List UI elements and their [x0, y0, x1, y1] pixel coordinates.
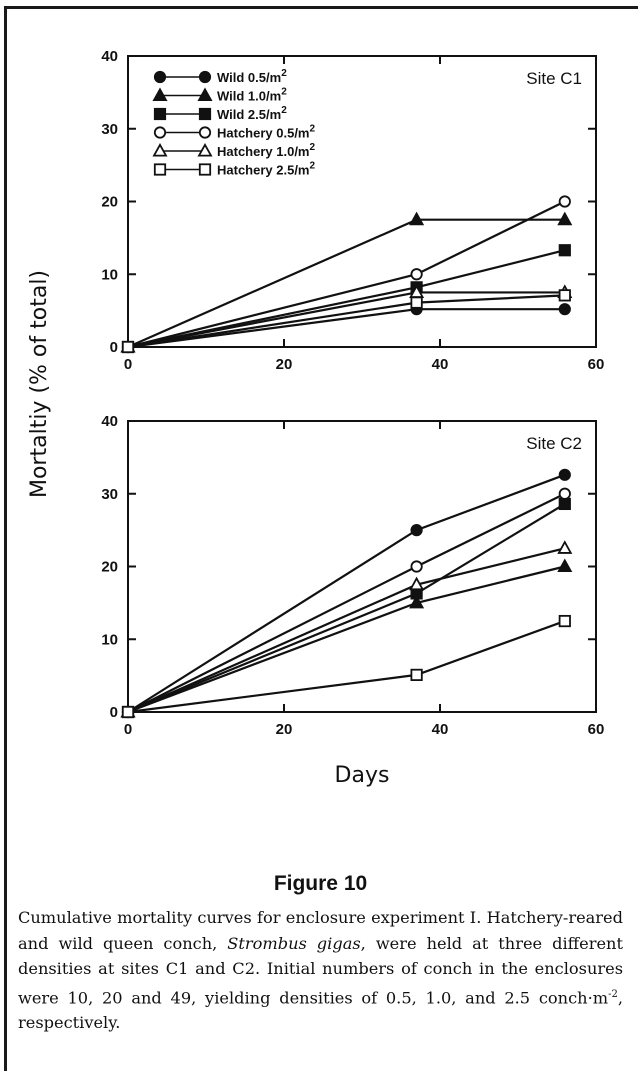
chart2-xtick-label: 60 [588, 721, 605, 738]
legend-marker-end [197, 142, 213, 157]
legend-entry-label: Hatchery 2.5/m2 [217, 161, 316, 178]
chart2-ytick-label: 0 [110, 704, 118, 721]
chart2-series2-point [409, 594, 425, 609]
legend-marker-start [152, 142, 168, 157]
caption-run-1: Strombus gigas [227, 933, 361, 953]
chart1-series6-point [558, 289, 571, 302]
chart2-ytick-label: 40 [101, 413, 118, 430]
legend-marker-start [153, 126, 167, 139]
chart2-panel: 0 10 20 30 40 0 20 40 60 Site C2 [101, 413, 604, 738]
chart1-series4-point [410, 268, 423, 281]
chart2-series6-point [410, 668, 423, 681]
legend-marker-end [198, 126, 212, 139]
chart1-panel: 0 10 20 30 40 0 20 40 60 Site C1 Wild 0.5/m2 Wild 1… [101, 48, 604, 373]
caption-run-4: , respectively. [18, 987, 623, 1033]
chart2-series3-point [558, 497, 571, 511]
legend-marker-start [152, 87, 168, 101]
legend-marker-start [153, 163, 167, 176]
x-axis-title: Days [335, 763, 390, 788]
figure-frame [4, 6, 638, 1071]
chart2-series6-point [121, 705, 135, 719]
chart2-series6-point [558, 614, 571, 628]
chart2-series5-point [557, 540, 573, 554]
legend-marker-start [153, 70, 167, 84]
chart2-ytick-label: 10 [101, 631, 118, 648]
legend-marker-end [198, 70, 212, 84]
chart1-series6-point [121, 340, 135, 354]
chart2-xtick-label: 20 [276, 721, 293, 738]
legend-entry-label: Wild 0.5/m2 [217, 68, 287, 85]
chart1-ytick-label: 10 [101, 266, 118, 283]
chart2-series5-point [409, 576, 425, 591]
figure-title: Figure 10 [273, 872, 368, 895]
chart2-series-line-2 [127, 565, 566, 714]
chart1-series6-point [410, 296, 423, 309]
chart2-series1-point [558, 468, 571, 481]
chart1-series2-point [409, 211, 425, 226]
legend-marker-end [198, 163, 212, 176]
chart2-series4-point [558, 487, 571, 500]
chart2-site-annotation: Site C2 [526, 434, 582, 453]
chart1-series-line-2 [127, 218, 565, 349]
figure-canvas: 0 10 20 30 40 0 20 40 60 Site C1 Wild 0.5/m2 Wild 1… [27, 48, 604, 788]
legend-marker-end [198, 107, 212, 121]
chart1-series3-point [558, 244, 571, 257]
y-axis-title: Mortaltiy (% of total) [27, 270, 52, 498]
chart2-ytick-label: 30 [101, 486, 118, 503]
legend-entry-label: Wild 2.5/m2 [217, 105, 287, 122]
chart1-series4-point [558, 195, 571, 208]
chart1-ytick-label: 40 [101, 48, 118, 65]
chart1-xtick-label: 20 [276, 356, 293, 373]
chart1-site-annotation: Site C1 [526, 69, 582, 88]
chart2-ytick-label: 20 [101, 559, 118, 576]
figure-caption: Cumulative mortality curves for enclosur… [18, 905, 623, 1036]
chart1-series2-point [557, 211, 573, 226]
chart1-xtick-label: 0 [124, 356, 132, 373]
legend-entry-label: Hatchery 1.0/m2 [217, 142, 316, 159]
legend-marker-end [197, 87, 213, 101]
chart1-xtick-label: 40 [432, 356, 449, 373]
chart2-xtick-label: 40 [432, 721, 449, 738]
chart1-series1-point [558, 303, 571, 316]
chart2-series-line-4 [127, 492, 566, 713]
chart2-series2-point [557, 558, 573, 572]
caption-run-3: -2 [608, 988, 618, 1000]
chart1-series-line-1 [127, 308, 565, 349]
legend-entry-label: Wild 1.0/m2 [217, 87, 287, 104]
chart2-series-line-1 [127, 473, 566, 713]
chart2-series1-point [410, 524, 423, 537]
chart2-xtick-label: 0 [124, 721, 132, 738]
chart1-xtick-label: 60 [588, 356, 605, 373]
caption-run-0: Cumulative mortality curves for enclosur… [18, 908, 623, 953]
legend-entry-label: Hatchery 0.5/m2 [217, 124, 316, 141]
chart1-ytick-label: 30 [101, 121, 118, 138]
chart2-series4-point [410, 560, 423, 573]
chart2-series-line-6 [127, 620, 566, 714]
chart1-ytick-label: 20 [101, 194, 118, 211]
caption-run-2: , were held at three different densities… [18, 933, 623, 1007]
legend-marker-start [153, 107, 167, 121]
chart1-series-line-4 [127, 200, 566, 349]
chart1-ytick-label: 0 [110, 339, 118, 356]
chart2-series-line-3 [127, 502, 566, 714]
